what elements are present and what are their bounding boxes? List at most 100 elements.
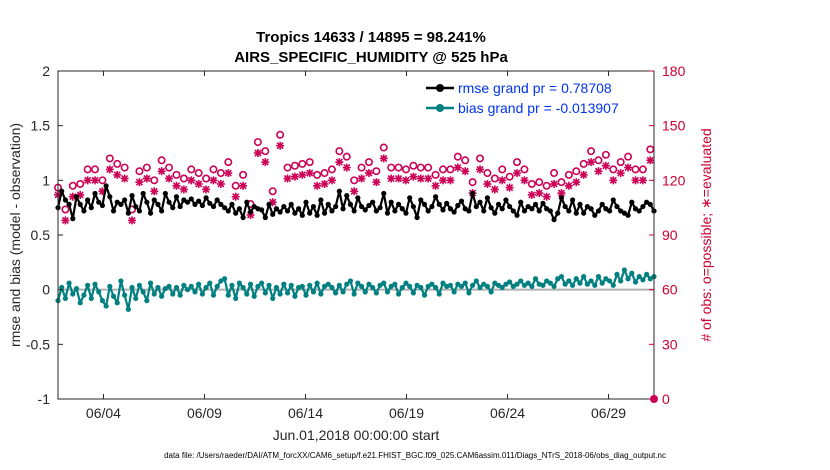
bias-point xyxy=(600,281,605,286)
bias-point xyxy=(270,296,275,301)
bias-point xyxy=(466,290,471,295)
bias-point xyxy=(259,281,264,286)
left-y-axis-ticks: -1 -0.5 0 0.5 1 1.5 2 xyxy=(26,63,63,407)
bias-point xyxy=(418,285,423,290)
right-y-axis-label: # of obs: o=possible; ∗=evaluated xyxy=(698,128,714,341)
evaluated-obs-marker xyxy=(424,175,432,183)
bias-point xyxy=(381,281,386,286)
bias-point xyxy=(215,284,220,289)
bias-point xyxy=(614,272,619,277)
evaluated-obs-marker xyxy=(343,164,351,172)
rmse-point xyxy=(352,208,357,213)
bias-point xyxy=(100,298,105,303)
rmse-point xyxy=(400,206,405,211)
rmse-point xyxy=(70,216,75,221)
rmse-point xyxy=(429,204,434,209)
rmse-point xyxy=(318,197,323,202)
evaluated-obs-marker xyxy=(506,184,514,192)
bias-point xyxy=(611,283,616,288)
x-tick-label: 06/09 xyxy=(187,405,222,421)
rmse-point xyxy=(78,202,83,207)
rmse-point xyxy=(104,183,109,188)
bias-point xyxy=(592,283,597,288)
rmse-point xyxy=(133,204,138,209)
rmse-point xyxy=(433,194,438,199)
bias-point xyxy=(640,277,645,282)
rmse-point xyxy=(596,208,601,213)
evaluated-obs-marker xyxy=(476,165,484,173)
bias-point xyxy=(237,281,242,286)
bias-point xyxy=(159,294,164,299)
bias-point xyxy=(74,286,79,291)
bias-point xyxy=(107,284,112,289)
rmse-point xyxy=(129,193,134,198)
bias-point xyxy=(92,282,97,287)
rmse-point xyxy=(237,206,242,211)
bias-point xyxy=(633,279,638,284)
rmse-point xyxy=(226,208,231,213)
evaluated-obs-marker xyxy=(350,187,358,195)
bias-point xyxy=(115,300,120,305)
rmse-point xyxy=(292,211,297,216)
bias-point xyxy=(170,291,175,296)
bias-point xyxy=(303,293,308,298)
rmse-point xyxy=(126,211,131,216)
rmse-point xyxy=(640,204,645,209)
bias-point xyxy=(174,285,179,290)
rmse-point xyxy=(67,202,72,207)
bias-point xyxy=(67,281,72,286)
bias-point xyxy=(78,300,83,305)
rmse-point xyxy=(174,194,179,199)
bias-point xyxy=(122,293,127,298)
evaluated-obs-marker xyxy=(84,176,92,184)
rmse-point xyxy=(329,208,334,213)
rmse-point xyxy=(407,195,412,200)
bias-point xyxy=(155,285,160,290)
x-tick-label: 06/24 xyxy=(490,405,525,421)
evaluated-obs-marker xyxy=(209,176,217,184)
bias-point xyxy=(289,283,294,288)
bias-point xyxy=(411,290,416,295)
bias-point xyxy=(137,283,142,288)
legend-bias-marker xyxy=(436,104,444,112)
rmse-point xyxy=(166,200,171,205)
evaluated-obs-marker xyxy=(150,187,158,195)
bias-point xyxy=(551,284,556,289)
bias-point xyxy=(507,279,512,284)
bias-point xyxy=(577,281,582,286)
rmse-point xyxy=(270,212,275,217)
bias-point xyxy=(333,290,338,295)
rmse-point xyxy=(522,208,527,213)
bias-point xyxy=(129,285,134,290)
bias-point xyxy=(240,285,245,290)
bias-point xyxy=(529,284,534,289)
rmse-point xyxy=(629,200,634,205)
rmse-point xyxy=(240,215,245,220)
evaluated-obs-marker xyxy=(565,182,573,190)
bias-point xyxy=(385,289,390,294)
rmse-point xyxy=(178,204,183,209)
evaluated-obs-marker xyxy=(417,175,425,183)
bias-point xyxy=(374,290,379,295)
data-file-footer: data file: /Users/raeder/DAI/ATM_forcXX/… xyxy=(164,451,666,460)
bias-point xyxy=(370,285,375,290)
bias-point xyxy=(189,284,194,289)
right-y-tick-label: 150 xyxy=(662,118,686,134)
rmse-point xyxy=(152,197,157,202)
rmse-point xyxy=(474,204,479,209)
rmse-point xyxy=(614,204,619,209)
bias-point xyxy=(203,285,208,290)
rmse-point xyxy=(551,217,556,222)
evaluated-obs-marker xyxy=(232,193,240,201)
rmse-point xyxy=(340,206,345,211)
bias-point xyxy=(96,289,101,294)
bias-point xyxy=(596,274,601,279)
rmse-point xyxy=(326,202,331,207)
chart-canvas: Tropics 14633 / 14895 = 98.241% AIRS_SPE… xyxy=(0,0,830,470)
bias-point xyxy=(392,282,397,287)
rmse-point xyxy=(411,204,416,209)
right-y-tick-label: 60 xyxy=(662,282,678,298)
bias-point xyxy=(318,291,323,296)
bias-point xyxy=(451,289,456,294)
rmse-point xyxy=(215,197,220,202)
